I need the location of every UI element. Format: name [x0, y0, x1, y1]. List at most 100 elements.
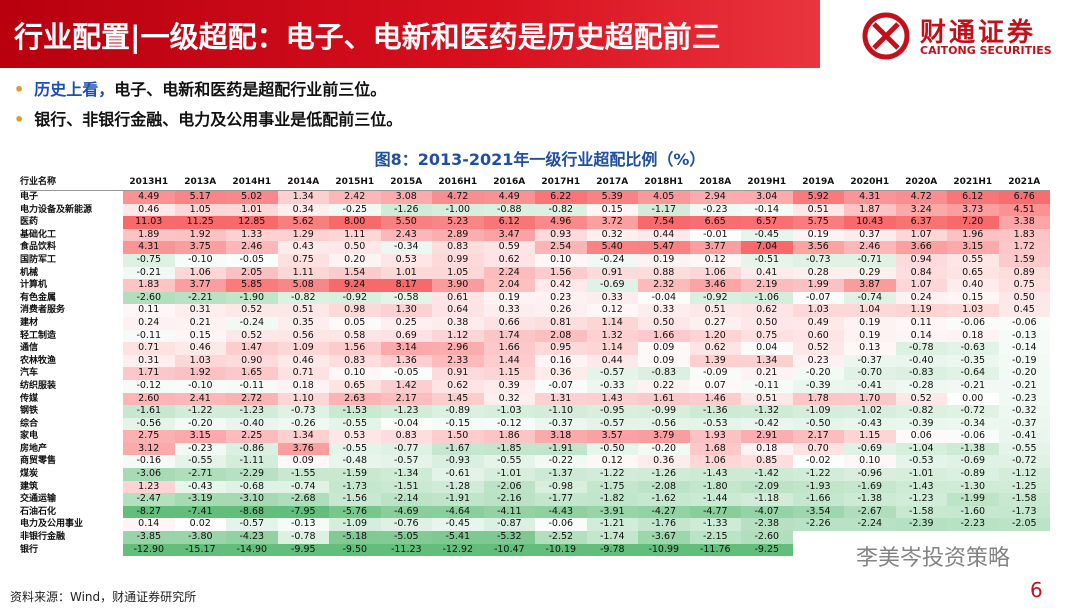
table-cell: -1.44	[689, 493, 741, 506]
table-cell: 0.84	[895, 266, 947, 280]
table-cell: 1.34	[741, 354, 793, 368]
table-cell: -0.41	[844, 379, 896, 393]
table-cell: 3.75	[174, 241, 226, 254]
row-label: 非银行金融	[20, 532, 66, 543]
bullet: • 历史上看，电子、电新和医药是超配行业前三位。	[14, 80, 387, 99]
table-cell: 0.99	[432, 253, 484, 267]
table-cell: -0.45	[432, 518, 484, 532]
table-cell: 1.92	[174, 228, 226, 242]
table-cell: 0.75	[277, 253, 329, 267]
table-cell: 0.31	[174, 304, 226, 317]
table-cell: 1.70	[844, 392, 896, 406]
table-cell: 0.37	[844, 228, 896, 242]
table-cell: -1.38	[947, 442, 999, 456]
table-cell: 1.44	[483, 354, 535, 368]
table-cell: 1.30	[380, 304, 432, 317]
table-cell: 3.14	[380, 342, 432, 355]
table-cell: 1.20	[689, 329, 741, 343]
table-cell: 0.09	[638, 354, 690, 368]
table-cell: -4.11	[483, 505, 535, 519]
table-cell: 0.12	[689, 253, 741, 267]
table-cell: -1.36	[689, 405, 741, 418]
table-cell: 0.42	[535, 279, 587, 292]
table-cell: -1.56	[329, 493, 381, 506]
table-cell: 1.06	[689, 266, 741, 280]
table-cell: 2.24	[483, 266, 535, 280]
table-cell: -4.27	[638, 505, 690, 519]
table-cell: -5.18	[329, 531, 381, 544]
row-label: 传媒	[20, 393, 39, 404]
table-cell: 0.98	[329, 304, 381, 317]
table-cell: 0.18	[947, 329, 999, 343]
table-cell: 1.56	[535, 266, 587, 280]
table-cell: -1.17	[638, 203, 690, 217]
table-cell: 8.00	[329, 216, 381, 229]
table-cell: 0.07	[689, 379, 741, 393]
table-cell: -0.53	[895, 455, 947, 469]
table-cell: -0.78	[895, 342, 947, 355]
table-cell: 6.65	[689, 216, 741, 229]
table-cell: -1.32	[741, 405, 793, 418]
table-cell: 0.34	[277, 203, 329, 217]
table-cell: 1.83	[998, 228, 1050, 242]
table-cell: -0.83	[895, 367, 947, 380]
column-header: 2015H1	[335, 177, 375, 187]
table: 行业名称 2013H1 2013A 2014H1 2014A 2015H1 2015A 201…	[20, 176, 1050, 557]
table-cell: -1.02	[844, 405, 896, 418]
table-cell: -2.38	[741, 518, 793, 532]
watermark: 李美岑投资策略	[856, 546, 1011, 571]
table-cell: -2.09	[741, 480, 793, 494]
table-cell: 7.54	[638, 216, 690, 229]
table-cell: 0.41	[741, 266, 793, 280]
table-cell: 4.49	[123, 191, 175, 204]
table-cell: 1.34	[277, 430, 329, 443]
table-cell: 7.20	[947, 216, 999, 229]
table-cell: 5.39	[586, 191, 638, 204]
table-cell: -0.05	[226, 253, 278, 267]
table-cell: -5.76	[329, 505, 381, 519]
table-cell: 0.24	[895, 291, 947, 305]
table-cell: 0.21	[741, 367, 793, 380]
table-cell: 0.59	[483, 241, 535, 254]
table-cell: -2.16	[483, 493, 535, 506]
table-cell: -0.74	[277, 480, 329, 494]
table-cell: -0.05	[380, 367, 432, 380]
table-cell: -2.47	[123, 493, 175, 506]
table-cell: -1.25	[998, 480, 1050, 494]
table-cell: 4.72	[895, 191, 947, 204]
table-cell: 1.71	[123, 367, 175, 380]
table-cell: -0.11	[741, 379, 793, 393]
table-cell: 0.15	[586, 203, 638, 217]
table-cell: 0.18	[741, 442, 793, 456]
table-cell: 1.05	[432, 266, 484, 280]
row-label: 建筑	[20, 481, 39, 492]
table-cell: -1.18	[741, 493, 793, 506]
table-cell: 1.14	[586, 342, 638, 355]
table-cell: 0.45	[998, 304, 1050, 317]
table-cell: 0.91	[586, 266, 638, 280]
table-row: 电子 4.49 5.17 5.02 1.34 2.42 3.08 4.72 4.49 6.22 5.…	[20, 191, 1050, 204]
table-cell: 0.83	[329, 354, 381, 368]
table-cell: -0.74	[844, 291, 896, 305]
table-cell: 1.72	[998, 241, 1050, 254]
table-cell: -5.41	[432, 531, 484, 544]
table-cell: -3.19	[174, 493, 226, 506]
table-cell: 0.64	[432, 304, 484, 317]
table-cell: 0.09	[277, 455, 329, 469]
table-cell: -0.11	[226, 379, 278, 393]
table-cell: -0.33	[586, 379, 638, 393]
table-cell: 1.66	[483, 342, 535, 355]
table-cell: 6.12	[483, 216, 535, 229]
table-cell: -1.93	[792, 480, 844, 494]
table-cell: -0.71	[844, 253, 896, 267]
table-cell: 2.32	[638, 279, 690, 292]
table-cell: 0.19	[792, 228, 844, 242]
table-row: 家电 2.75 3.15 2.25 1.34 0.53 0.83 1.50 1.86 3.18 3.…	[20, 430, 1050, 443]
table-cell: 0.52	[226, 304, 278, 317]
source: 资料来源：Wind，财通证券研究所	[10, 590, 197, 604]
table-header: 行业名称 2013H1 2013A 2014H1 2014A 2015H1 2015A 201…	[20, 176, 1050, 191]
column-header: 2013A	[184, 177, 217, 187]
table-cell: 5.50	[380, 216, 432, 229]
table-cell: 1.03	[947, 304, 999, 317]
row-label: 食品饮料	[20, 242, 57, 253]
